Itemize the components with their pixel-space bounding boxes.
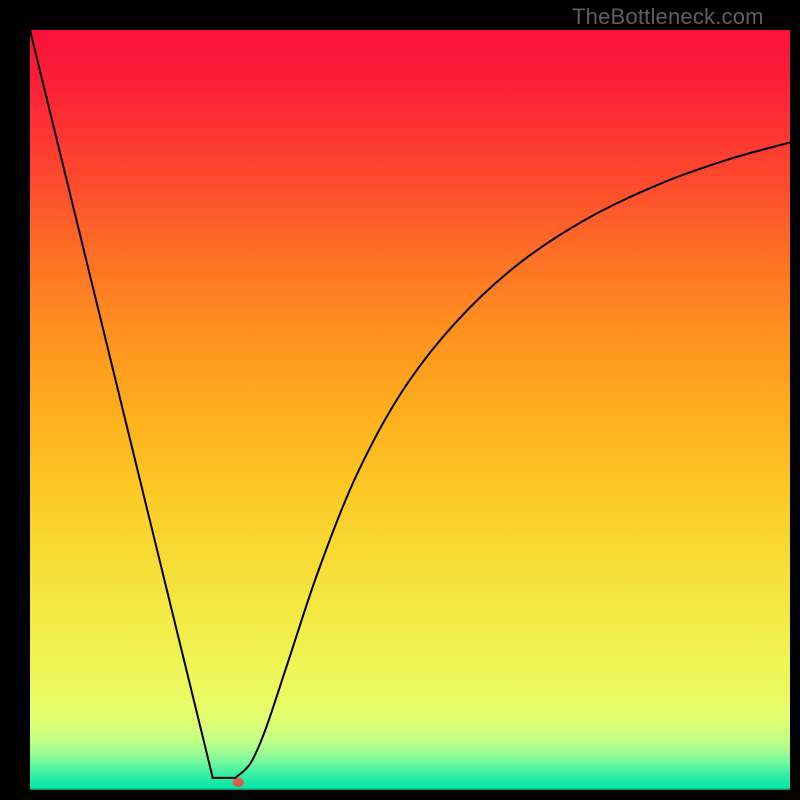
gradient-background — [30, 30, 790, 790]
plot-svg — [30, 30, 790, 790]
watermark-text: TheBottleneck.com — [572, 4, 764, 30]
min-marker — [233, 778, 244, 787]
chart-frame: TheBottleneck.com — [0, 0, 800, 800]
plot-area — [30, 30, 790, 790]
